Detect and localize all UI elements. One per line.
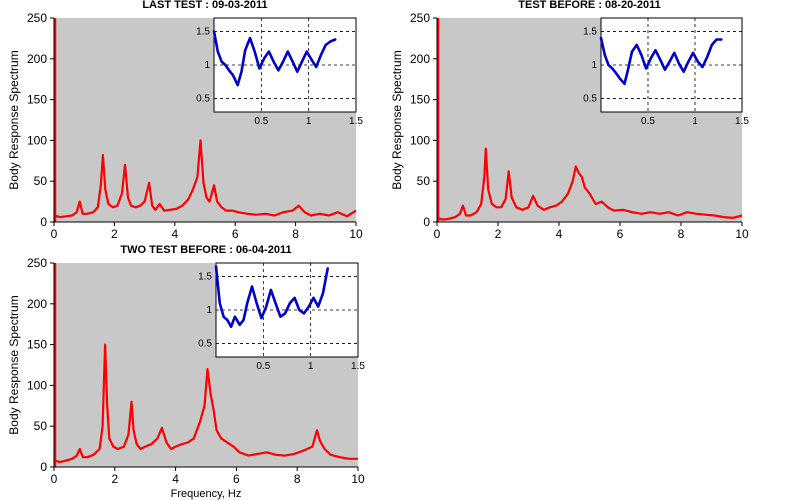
y-tick-label: 150: [27, 338, 47, 352]
y-tick-label: 250: [27, 256, 47, 270]
y-tick-label: 250: [410, 11, 430, 25]
x-tick-label: 4: [556, 227, 563, 241]
inset-x-tick-label: 1.5: [349, 116, 363, 127]
x-tick-label: 2: [111, 227, 118, 241]
y-tick-label: 50: [417, 174, 431, 188]
chart-title: LAST TEST : 09-03-2011: [142, 0, 267, 11]
x-tick-label: 10: [349, 227, 363, 241]
x-tick-label: 10: [735, 227, 749, 241]
x-tick-label: 10: [351, 472, 365, 486]
x-tick-label: 4: [172, 472, 179, 486]
chart-title: TEST BEFORE : 08-20-2011: [518, 0, 660, 11]
inset-plot-area: [600, 17, 743, 113]
y-tick-label: 200: [27, 297, 47, 311]
spectrum-series-line: [53, 343, 358, 464]
inset-x-tick-label: 1.5: [351, 361, 365, 372]
x-tick-label: 2: [111, 472, 118, 486]
y-tick-label: 50: [34, 419, 48, 433]
y-tick-label: 50: [34, 174, 48, 188]
inset-x-tick-label: 1: [308, 361, 314, 372]
y-tick-label: 200: [27, 52, 47, 66]
inset-y-tick-label: 1.5: [583, 26, 597, 37]
spectrum-series-line: [53, 139, 357, 219]
x-tick-label: 6: [232, 227, 239, 241]
x-tick-label: 2: [495, 227, 502, 241]
y-tick-label: 0: [40, 215, 47, 229]
inset-plot-area: [213, 17, 357, 113]
inset-chart: 0.5 1 1.5 0.5 1 1.5: [583, 17, 749, 127]
y-tick-label: 150: [27, 93, 47, 107]
y-axis-label: Body Response Spectrum: [7, 295, 21, 434]
inset-chart: 0.5 1 1.5 0.5 1 1.5: [196, 17, 363, 127]
x-tick-label: 4: [171, 227, 178, 241]
inset-y-tick-label: 1.5: [196, 26, 210, 37]
y-tick-label: 150: [410, 93, 430, 107]
inset-y-tick-label: 1.5: [198, 271, 212, 282]
x-tick-label: 6: [617, 227, 624, 241]
inset-x-tick-label: 0.5: [641, 116, 655, 127]
y-tick-label: 200: [410, 52, 430, 66]
x-tick-label: 0: [434, 227, 441, 241]
x-tick-label: 0: [51, 227, 58, 241]
inset-x-tick-label: 1: [692, 116, 698, 127]
inset-series-line: [212, 30, 337, 87]
y-tick-label: 100: [27, 378, 47, 392]
y-tick-label: 100: [410, 133, 430, 147]
inset-series-line: [214, 265, 330, 329]
inset-y-tick-label: 0.5: [583, 94, 597, 105]
x-axis-label: Frequency, Hz: [171, 488, 242, 500]
x-tick-label: 8: [678, 227, 685, 241]
inset-y-tick-label: 1: [206, 305, 212, 316]
inset-y-tick-label: 1: [204, 60, 210, 71]
x-tick-label: 8: [292, 227, 299, 241]
inset-series-line: [599, 36, 723, 86]
x-tick-label: 0: [51, 472, 58, 486]
inset-y-tick-label: 0.5: [196, 94, 210, 105]
inset-x-tick-label: 0.5: [254, 116, 268, 127]
inset-x-tick-label: 1: [306, 116, 312, 127]
y-tick-label: 0: [40, 460, 47, 474]
y-tick-label: 0: [423, 215, 430, 229]
y-tick-label: 100: [27, 133, 47, 147]
chart-title: TWO TEST BEFORE : 06-04-2011: [120, 244, 291, 256]
y-axis-label: Body Response Spectrum: [390, 50, 404, 189]
y-tick-label: 250: [27, 11, 47, 25]
x-tick-label: 8: [294, 472, 301, 486]
inset-x-tick-label: 0.5: [256, 361, 270, 372]
inset-chart: 0.5 1 1.5 0.5 1 1.5: [198, 262, 365, 372]
inset-y-tick-label: 0.5: [198, 339, 212, 350]
inset-x-tick-label: 1.5: [735, 116, 749, 127]
x-tick-label: 6: [233, 472, 240, 486]
y-axis-label: Body Response Spectrum: [7, 50, 21, 189]
inset-y-tick-label: 1: [591, 60, 597, 71]
spectrum-series-line: [436, 147, 743, 221]
